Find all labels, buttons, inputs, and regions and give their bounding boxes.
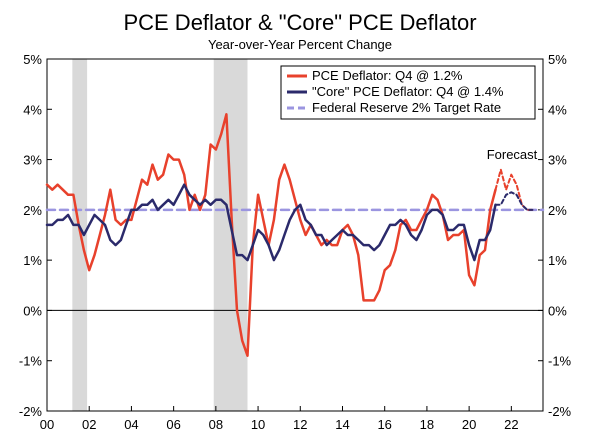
chart-subtitle: Year-over-Year Percent Change: [208, 37, 392, 52]
legend-label-core: "Core" PCE Deflator: Q4 @ 1.4%: [312, 84, 504, 99]
x-tick-label: 06: [166, 417, 180, 432]
y-tick-label-left: 1%: [23, 253, 42, 268]
legend: PCE Deflator: Q4 @ 1.2% "Core" PCE Defla…: [280, 65, 536, 120]
y-tick-label-right: 3%: [548, 153, 567, 168]
legend-label-pce: PCE Deflator: Q4 @ 1.2%: [312, 68, 463, 83]
chart-title: PCE Deflator & "Core" PCE Deflator: [123, 10, 476, 35]
series-core-forecast-line: [494, 191, 534, 211]
y-tick-label-right: 0%: [548, 303, 567, 318]
legend-label-target: Federal Reserve 2% Target Rate: [312, 100, 501, 115]
y-tick-label-left: -2%: [19, 404, 43, 419]
y-tick-label-left: 5%: [23, 52, 42, 67]
y-tick-label-right: 2%: [548, 203, 567, 218]
y-tick-label-right: 5%: [548, 52, 567, 67]
x-tick-label: 00: [40, 417, 54, 432]
series-core-line: [45, 183, 497, 262]
recession-band-1: [213, 59, 248, 411]
plot-frame: [46, 58, 544, 412]
x-tick-label: 22: [504, 417, 518, 432]
series-group: [45, 113, 545, 357]
y-tick-label-left: 2%: [23, 203, 42, 218]
x-tick-label: 16: [377, 417, 391, 432]
y-axis: 5% 5% 4% 4% 3% 3% 2% 2% 1% 1% 0% 0% -1% -1% -2% -2%: [19, 52, 572, 419]
x-tick-label: 18: [420, 417, 434, 432]
y-tick-label-left: 0%: [23, 303, 42, 318]
series-pce-line: [45, 113, 497, 357]
x-tick-label: 14: [335, 417, 349, 432]
y-tick-label-right: 4%: [548, 102, 567, 117]
recession-bands: [72, 59, 248, 411]
y-tick-label-right: -1%: [548, 354, 572, 369]
y-tick-label-left: 3%: [23, 153, 42, 168]
y-tick-label-right: 1%: [548, 253, 567, 268]
x-tick-label: 12: [293, 417, 307, 432]
forecast-annotation: Forecast: [487, 147, 538, 162]
legend-box: [280, 65, 536, 120]
x-tick-label: 10: [251, 417, 265, 432]
y-tick-label-left: -1%: [19, 354, 43, 369]
x-tick-label: 02: [82, 417, 96, 432]
y-tick-label-right: -2%: [548, 404, 572, 419]
y-tick-label-left: 4%: [23, 102, 42, 117]
x-tick-label: 20: [462, 417, 476, 432]
x-tick-label: 08: [209, 417, 223, 432]
x-tick-label: 04: [124, 417, 138, 432]
x-axis: 00 02 04 06 08 10 12 14 16 18 20 22: [40, 406, 519, 432]
